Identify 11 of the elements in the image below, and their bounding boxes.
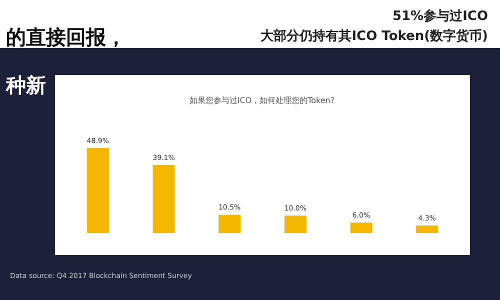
text: 的直接回报， — [6, 25, 126, 49]
bar — [218, 214, 241, 233]
bar — [416, 226, 438, 233]
chart-subtitle: 大部分仍持有其ICO Token(数字货币) — [260, 28, 488, 44]
bar — [350, 222, 372, 233]
bar — [284, 216, 306, 233]
chart-title: 51%参与过ICO — [392, 8, 488, 24]
text: 如果您参与过ICO，如何处理您的Token? — [189, 96, 335, 105]
bar — [152, 165, 175, 233]
bar — [86, 148, 109, 233]
text: 种新 — [5, 73, 46, 97]
